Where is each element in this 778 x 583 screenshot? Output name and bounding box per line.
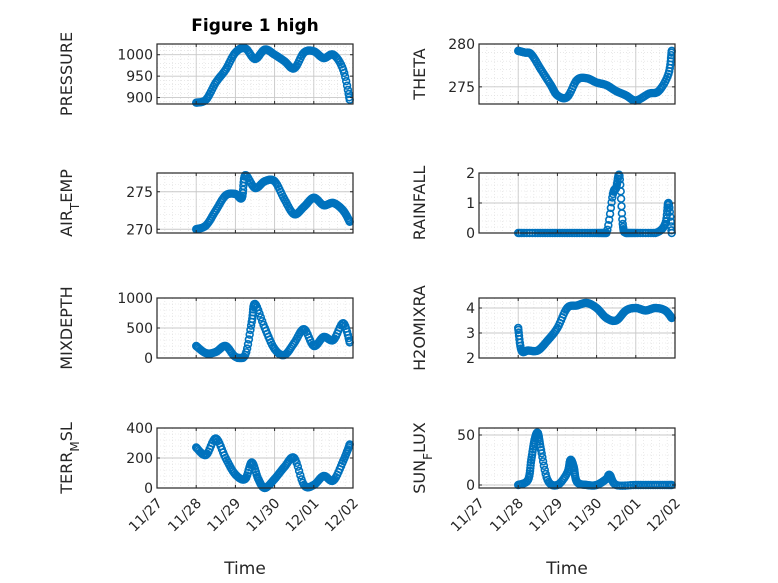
svg-text:MIXDEPTH: MIXDEPTH bbox=[57, 286, 76, 369]
data-point bbox=[255, 309, 264, 318]
y-axis-label: AIRTEMP bbox=[57, 169, 82, 237]
subplot-rainfall: 0 1 2 RAINFALL bbox=[410, 166, 676, 242]
data-point bbox=[526, 463, 535, 473]
data-point bbox=[245, 330, 254, 339]
y-tick-label: 3 bbox=[466, 326, 475, 342]
subplot-h2omixra: 2 3 4 H2OMIXRA bbox=[410, 285, 676, 371]
y-tick-label: 0 bbox=[466, 478, 475, 494]
subplot-air-temp: 270 275 AIRTEMP bbox=[57, 169, 354, 238]
y-tick-label: 400 bbox=[126, 421, 153, 437]
subplot-pressure: 900 950 1000 PRESSURE Figure 1 high bbox=[57, 16, 354, 116]
y-tick-label: 1000 bbox=[117, 291, 153, 307]
data-point bbox=[604, 221, 613, 230]
data-point bbox=[615, 175, 625, 184]
data-point bbox=[666, 217, 675, 226]
data-point bbox=[665, 207, 675, 217]
data-point bbox=[605, 215, 614, 224]
svg-text:THETA: THETA bbox=[410, 48, 429, 100]
y-tick-label: 275 bbox=[448, 80, 475, 96]
data-point bbox=[666, 212, 675, 221]
y-tick-label: 280 bbox=[448, 37, 475, 53]
axes-box bbox=[478, 427, 676, 489]
y-tick-label: 0 bbox=[466, 226, 475, 242]
y-tick-label: 1 bbox=[466, 196, 475, 212]
data-point bbox=[540, 465, 549, 475]
data-point bbox=[341, 72, 350, 82]
data-point bbox=[243, 340, 253, 349]
data-point bbox=[341, 76, 351, 86]
data-point bbox=[665, 203, 674, 212]
data-point bbox=[344, 89, 353, 99]
svg-text:SUNFLUX: SUNFLUX bbox=[410, 422, 435, 494]
y-tick-label: 500 bbox=[126, 321, 153, 337]
y-tick-label: 2 bbox=[466, 351, 475, 367]
chart-title: Figure 1 high bbox=[191, 16, 319, 36]
y-tick-label: 0 bbox=[144, 351, 153, 367]
y-axis-label: SUNFLUX bbox=[410, 422, 435, 494]
y-tick-label: 50 bbox=[457, 428, 475, 444]
data-point bbox=[538, 457, 548, 466]
data-point bbox=[242, 344, 252, 353]
data-series bbox=[192, 299, 354, 363]
y-tick-label: 270 bbox=[126, 222, 153, 238]
axes-background bbox=[157, 44, 353, 104]
data-point bbox=[256, 313, 266, 322]
data-point bbox=[538, 452, 547, 462]
data-point bbox=[342, 81, 352, 90]
data-point bbox=[296, 471, 305, 480]
data-point bbox=[294, 466, 304, 476]
data-series bbox=[513, 298, 676, 357]
y-tick-label: 900 bbox=[126, 91, 153, 107]
data-point bbox=[293, 462, 303, 471]
x-axis-label: Time bbox=[223, 559, 266, 579]
data-point bbox=[537, 449, 546, 458]
svg-text:PRESSURE: PRESSURE bbox=[57, 32, 76, 116]
y-axis-label: H2OMIXRA bbox=[410, 285, 429, 371]
svg-text:AIRTEMP: AIRTEMP bbox=[57, 169, 82, 237]
y-tick-label: 2 bbox=[466, 166, 475, 182]
axes-box bbox=[156, 43, 354, 105]
data-point bbox=[606, 203, 616, 213]
y-axis-label: PRESSURE bbox=[57, 32, 76, 116]
data-point bbox=[340, 68, 349, 78]
data-series bbox=[513, 46, 676, 105]
x-axis-label: Time bbox=[545, 559, 588, 579]
data-point bbox=[292, 458, 301, 468]
data-point bbox=[539, 461, 549, 470]
y-tick-label: 950 bbox=[126, 69, 153, 85]
y-axis-label: THETA bbox=[410, 48, 429, 100]
y-axis-label: MIXDEPTH bbox=[57, 286, 76, 369]
data-series bbox=[192, 43, 354, 107]
data-point bbox=[246, 325, 255, 335]
y-axis-label: RAINFALL bbox=[410, 166, 429, 241]
axes-box bbox=[156, 172, 354, 234]
svg-text:TERRMSL: TERRMSL bbox=[57, 422, 82, 495]
y-axis-label: TERRMSL bbox=[57, 422, 82, 495]
y-tick-label: 4 bbox=[466, 301, 475, 317]
data-point bbox=[242, 348, 251, 357]
data-point bbox=[607, 198, 616, 207]
y-tick-label: 0 bbox=[144, 481, 153, 497]
y-tick-label: 275 bbox=[126, 185, 153, 201]
data-point bbox=[618, 215, 627, 224]
axes-box bbox=[478, 297, 676, 359]
subplot-mixdepth: 0 500 1000 MIXDEPTH bbox=[57, 286, 354, 370]
svg-text:RAINFALL: RAINFALL bbox=[410, 166, 429, 241]
data-point bbox=[244, 335, 254, 344]
axes-box bbox=[478, 43, 676, 105]
svg-text:H2OMIXRA: H2OMIXRA bbox=[410, 285, 429, 371]
y-tick-label: 200 bbox=[126, 451, 153, 467]
subplot-theta: 275 280 THETA bbox=[410, 37, 676, 105]
y-tick-label: 1000 bbox=[117, 48, 153, 64]
